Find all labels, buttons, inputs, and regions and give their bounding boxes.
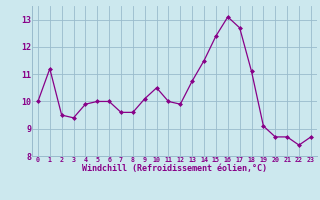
X-axis label: Windchill (Refroidissement éolien,°C): Windchill (Refroidissement éolien,°C) xyxy=(82,164,267,173)
